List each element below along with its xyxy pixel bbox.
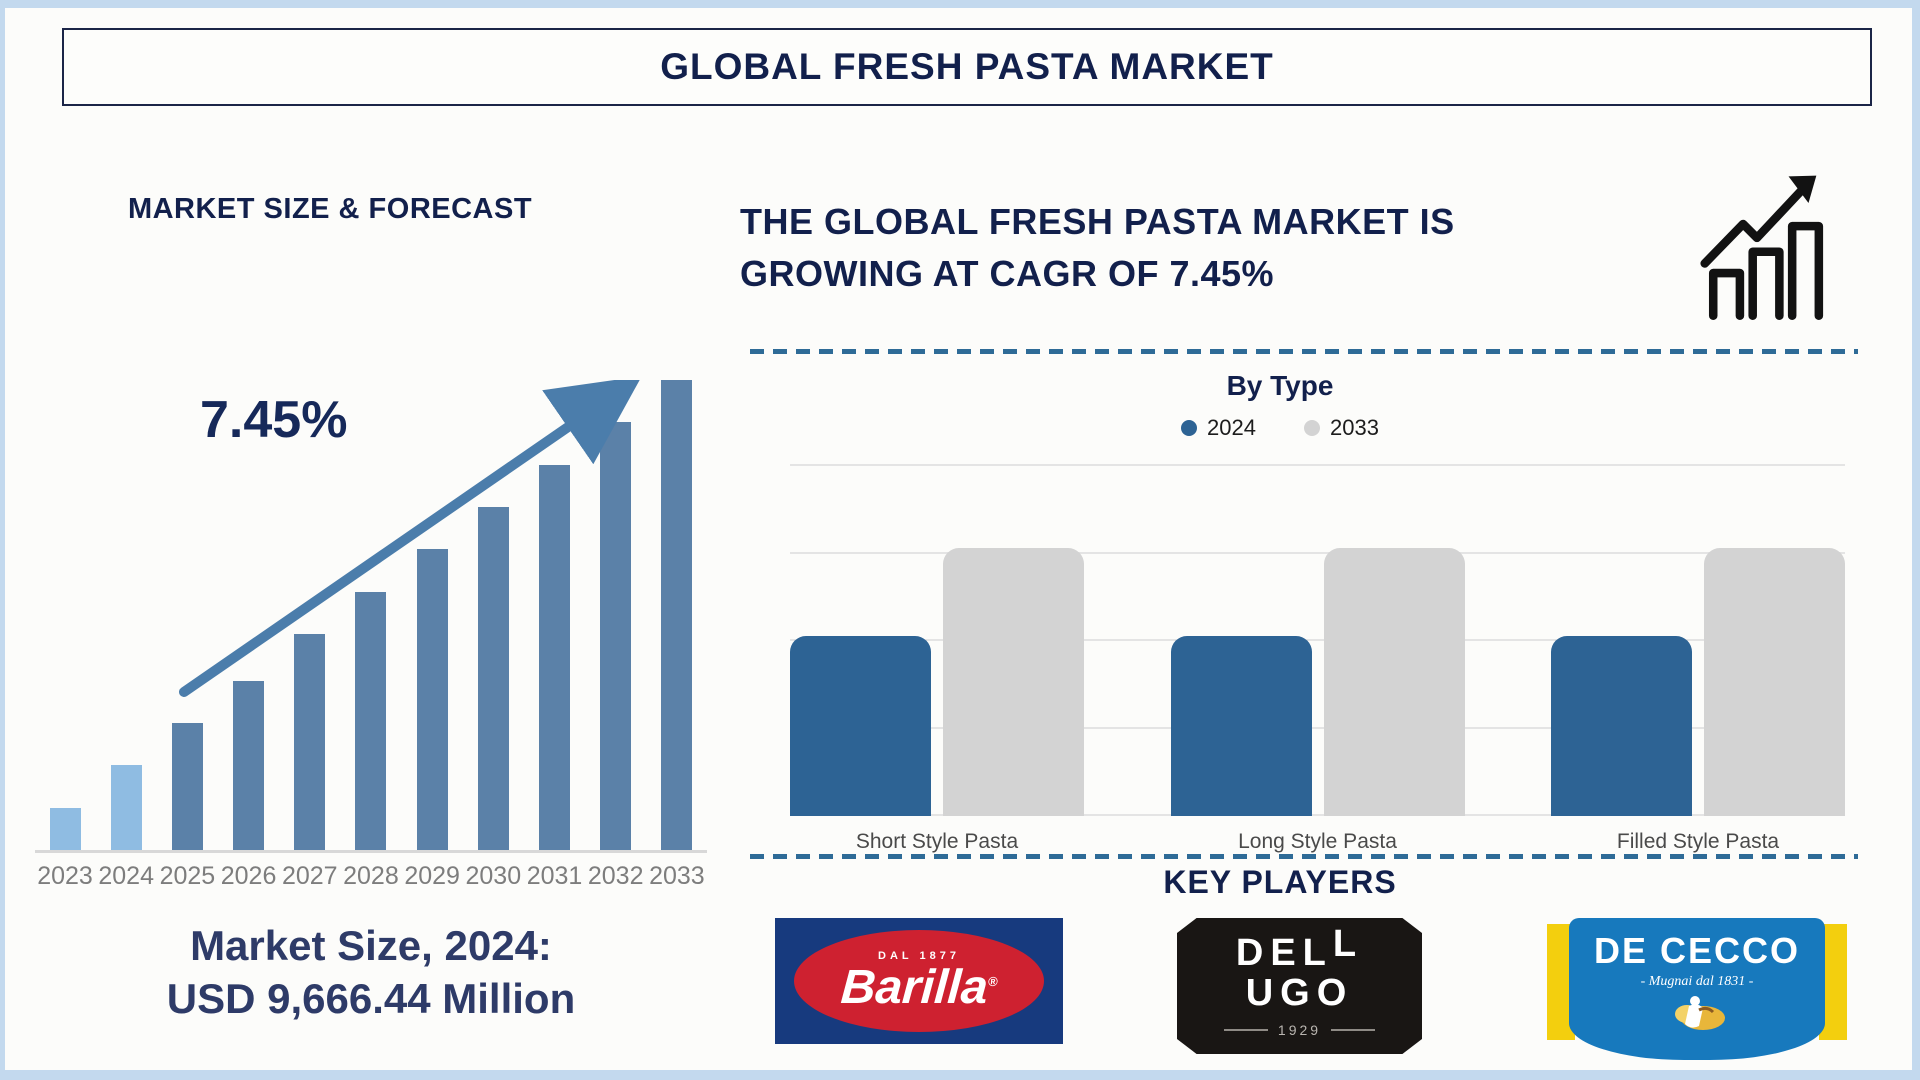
bytype-bar-2033 <box>1704 548 1845 816</box>
bytype-x-axis: Short Style Pasta Long Style Pasta Filled … <box>790 830 1845 854</box>
bytype-category-label: Filled Style Pasta <box>1616 830 1780 853</box>
forecast-bar-2026 <box>233 680 265 850</box>
forecast-x-label: 2024 <box>98 862 154 890</box>
bytype-title: By Type <box>1226 370 1334 401</box>
infographic-canvas: GLOBAL FRESH PASTA MARKET MARKET SIZE & … <box>5 8 1912 1070</box>
barilla-wordmark: Barilla® <box>839 961 999 1014</box>
forecast-x-label: 2023 <box>37 862 93 890</box>
forecast-bar-2030 <box>477 506 509 850</box>
legend-item-2024: 2024 <box>1181 415 1256 441</box>
dashed-divider-bottom <box>750 854 1858 859</box>
market-size-caption: Market Size, 2024: USD 9,666.44 Million <box>35 920 707 1025</box>
logo-dececco: DE CECCO - Mugnai dal 1831 - <box>1547 918 1847 1060</box>
bytype-bar-2024 <box>1551 636 1692 816</box>
bytype-gridlines <box>790 464 1845 816</box>
forecast-bar-2027 <box>294 633 326 850</box>
forecast-bar-column <box>219 380 279 850</box>
dececco-wordmark: DE CECCO <box>1593 930 1801 971</box>
dececco-shield: DE CECCO - Mugnai dal 1831 - <box>1569 918 1825 1060</box>
cagr-headline: THE GLOBAL FRESH PASTA MARKET IS GROWING… <box>740 196 1640 300</box>
forecast-bar-2028 <box>355 591 387 850</box>
bytype-bar-2024 <box>790 636 931 816</box>
title-banner: GLOBAL FRESH PASTA MARKET <box>62 28 1872 106</box>
forecast-x-label: 2031 <box>526 862 583 890</box>
forecast-x-label: 2029 <box>404 862 460 890</box>
forecast-plot: 7.45% <box>35 380 707 853</box>
forecast-bar-2031 <box>539 464 570 850</box>
growth-chart-icon <box>1700 175 1824 320</box>
bytype-plot <box>790 464 1845 816</box>
forecast-bar-column <box>586 380 646 850</box>
dellugo-line2: UGO <box>1245 972 1354 1014</box>
forecast-x-label: 2027 <box>281 862 338 890</box>
forecast-x-label: 2028 <box>343 862 399 890</box>
bytype-category-label: Short Style Pasta <box>855 830 1019 853</box>
legend-label: 2024 <box>1207 415 1256 440</box>
bytype-bar-2033 <box>943 548 1084 816</box>
page-title: GLOBAL FRESH PASTA MARKET <box>660 46 1274 87</box>
bytype-group <box>790 464 1084 816</box>
forecast-bar-2029 <box>416 549 448 850</box>
market-size-line1: Market Size, 2024: <box>190 922 552 969</box>
bytype-bars <box>790 464 1845 816</box>
forecast-bar-2025 <box>171 723 203 850</box>
forecast-bar-2033 <box>661 380 693 850</box>
barilla-tagline: DAL 1877 <box>878 950 960 962</box>
dellugo-year-row: 1929 <box>1223 1021 1376 1038</box>
forecast-bar-column <box>402 380 462 850</box>
forecast-bar-column <box>463 380 523 850</box>
forecast-bar-2024 <box>110 765 142 850</box>
forecast-bar-2023 <box>49 807 81 850</box>
forecast-x-label: 2030 <box>465 862 522 890</box>
dececco-farmgirl-icon <box>1675 996 1725 1030</box>
legend-dot <box>1304 420 1320 436</box>
forecast-x-label: 2033 <box>649 862 705 890</box>
key-players-heading: KEY PLAYERS <box>1163 864 1397 900</box>
cagr-headline-line2: GROWING AT CAGR OF 7.45% <box>740 253 1275 295</box>
dellugo-line1: DELL <box>1235 923 1364 975</box>
bytype-legend: 2024 2033 <box>780 415 1780 441</box>
legend-item-2033: 2033 <box>1304 415 1379 441</box>
market-size-line2: USD 9,666.44 Million <box>166 974 576 1022</box>
forecast-bar-column <box>525 380 585 850</box>
dashed-divider-top <box>750 349 1858 354</box>
barilla-ellipse: DAL 1877 Barilla® <box>794 930 1044 1032</box>
logo-barilla: DAL 1877 Barilla® <box>775 918 1063 1044</box>
legend-label: 2033 <box>1330 415 1379 440</box>
forecast-bar-column <box>341 380 401 850</box>
cagr-headline-line1: THE GLOBAL FRESH PASTA MARKET IS <box>740 201 1455 242</box>
legend-dot <box>1181 420 1198 436</box>
bytype-group <box>1551 464 1845 816</box>
dececco-tagline: - Mugnai dal 1831 - <box>1640 974 1754 989</box>
forecast-x-label: 2025 <box>159 862 216 890</box>
rule-right <box>1331 1028 1376 1031</box>
forecast-x-label: 2026 <box>220 862 277 890</box>
forecast-x-axis: 2023 2024 2025 2026 2027 2028 2029 2030 2031 2032… <box>35 862 707 891</box>
bytype-group <box>1170 464 1465 816</box>
bytype-bar-2024 <box>1170 636 1312 816</box>
forecast-bar-column <box>35 380 95 850</box>
dellugo-year: 1929 <box>1277 1021 1322 1038</box>
forecast-bar-column <box>280 380 340 850</box>
logo-dellugo: DELL UGO 1929 <box>1177 918 1422 1054</box>
forecast-bar-column <box>96 380 156 850</box>
forecast-chart: 7.45% 2023 2024 2025 2026 2027 2028 2029 2030 20… <box>35 380 707 891</box>
bytype-bar-2033 <box>1323 548 1465 816</box>
forecast-bar-column <box>647 380 707 850</box>
cagr-label: 7.45% <box>200 391 348 449</box>
bytype-category-label: Long Style Pasta <box>1238 830 1397 853</box>
dellugo-raised-l: L <box>1332 923 1364 966</box>
registered-mark: ® <box>987 974 999 989</box>
rule-left <box>1223 1028 1268 1031</box>
forecast-bar-2032 <box>600 422 632 850</box>
forecast-x-label: 2032 <box>587 862 644 890</box>
forecast-heading: MARKET SIZE & FORECAST <box>127 193 533 225</box>
forecast-bar-column <box>157 380 217 850</box>
